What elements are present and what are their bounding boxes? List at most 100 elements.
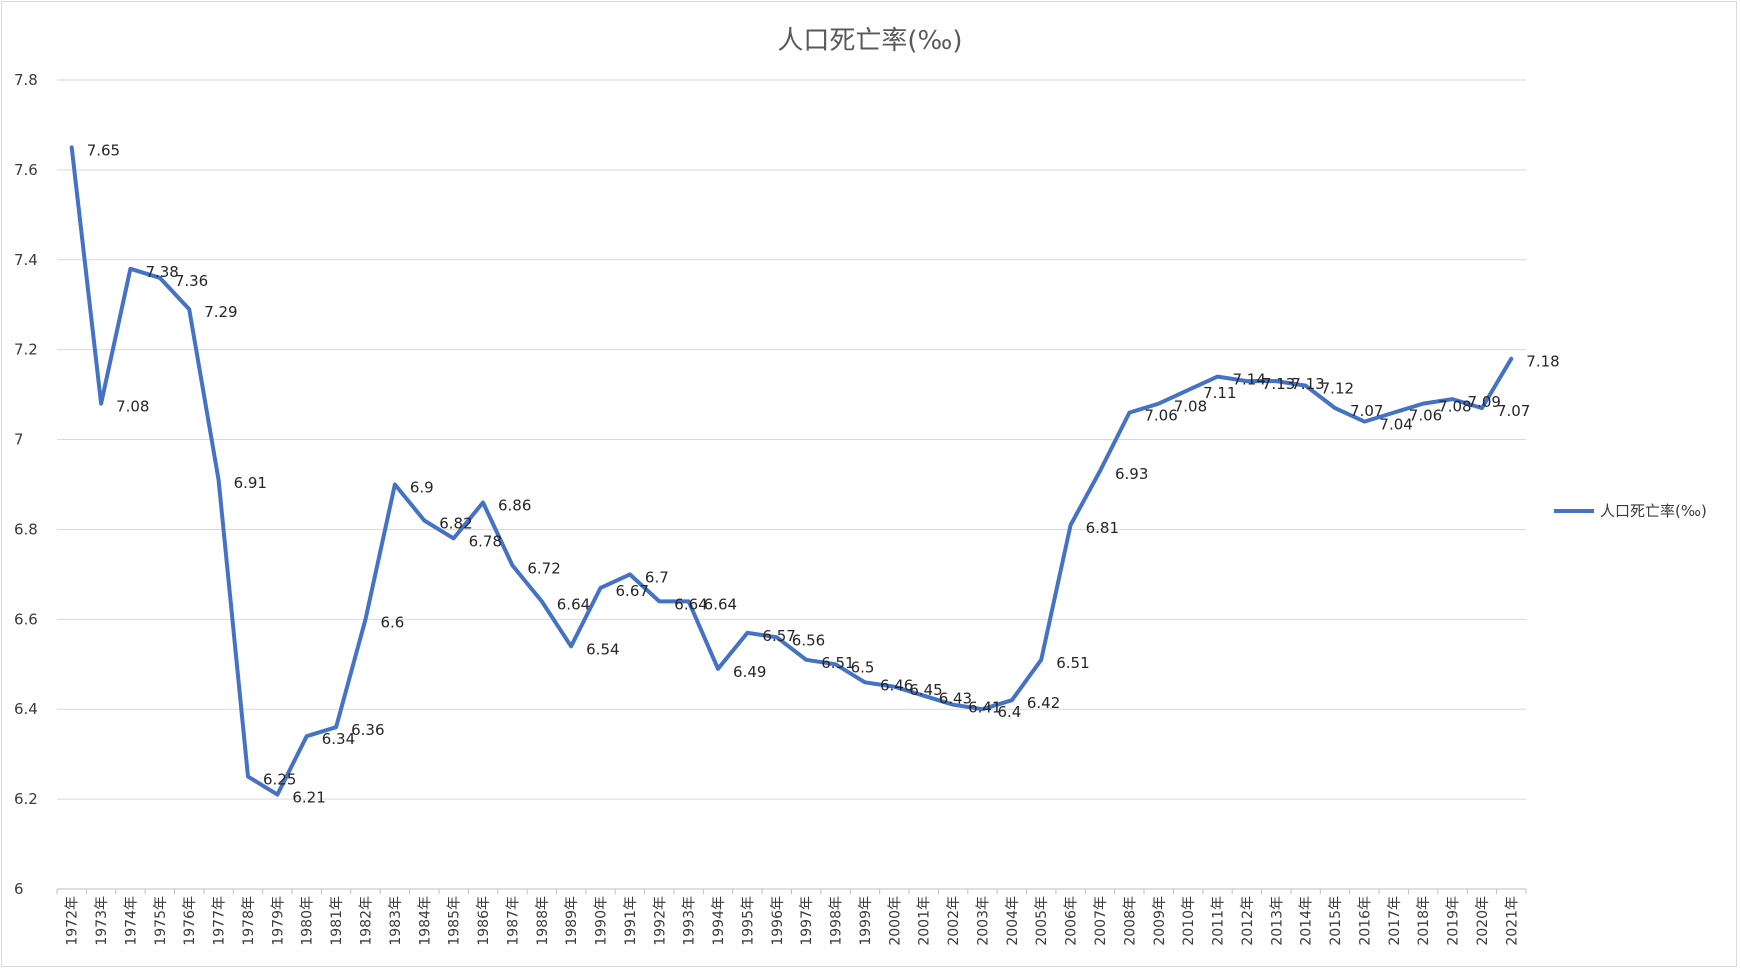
data-label: 7.08 [116,398,149,416]
x-tick-label: 1973年 [94,896,110,946]
data-label: 6.72 [527,559,560,577]
data-label: 6.45 [909,681,942,699]
legend-swatch [1554,508,1594,513]
x-tick-label: 2016年 [1357,896,1373,946]
x-tick-label: 2009年 [1152,896,1168,946]
data-label: 6.91 [234,474,267,492]
chart-legend: 人口死亡率(‰) [1554,500,1707,521]
data-label: 7.06 [1144,407,1177,425]
x-tick-label: 2001年 [917,896,933,946]
data-label: 6.51 [821,654,854,672]
data-label: 7.06 [1409,407,1442,425]
x-tick-label: 1993年 [682,896,698,946]
data-label: 7.08 [1174,398,1207,416]
chart-title: 人口死亡率(‰) [777,26,963,56]
data-label: 6.51 [1056,654,1089,672]
data-label: 6.86 [498,496,531,514]
data-label: 7.12 [1321,380,1354,398]
x-tick-label: 1986年 [476,896,492,946]
data-label: 7.14 [1233,371,1266,389]
x-tick-label: 2006年 [1064,896,1080,946]
x-tick-label: 1975年 [153,896,169,946]
series-line [69,145,1514,797]
data-label: 7.36 [175,272,208,290]
data-label: 6.9 [410,479,434,497]
x-tick-label: 2019年 [1446,896,1462,946]
data-label: 6.6 [380,613,404,631]
x-tick-label: 1992年 [652,896,668,946]
x-tick-label: 1974年 [123,896,139,946]
data-label: 7.04 [1379,416,1412,434]
data-label: 6.64 [704,595,737,613]
data-label: 6.41 [968,699,1001,717]
data-label: 7.13 [1262,375,1295,393]
data-label: 6.5 [851,658,875,676]
x-tick-label: 1999年 [858,896,874,946]
x-tick-label: 2013年 [1269,896,1285,946]
data-label: 7.13 [1291,375,1324,393]
x-tick-label: 1995年 [740,896,756,946]
data-label: 6.57 [762,627,795,645]
data-label: 6.34 [322,730,355,748]
data-label: 7.07 [1497,402,1530,420]
x-tick-label: 1982年 [358,896,374,946]
x-tick-label: 1996年 [770,896,786,946]
y-tick-label: 7.4 [14,251,38,269]
data-label: 7.29 [204,303,237,321]
x-tick-label: 1987年 [505,896,521,946]
data-label: 7.65 [87,141,120,159]
x-tick-label: 2007年 [1093,896,1109,946]
data-label: 6.43 [939,690,972,708]
x-tick-label: 1979年 [270,896,286,946]
data-label: 6.21 [292,789,325,807]
data-label: 6.54 [586,640,619,658]
x-tick-label: 2015年 [1328,896,1344,946]
x-tick-label: 2000年 [887,896,903,946]
x-tick-label: 1977年 [212,896,228,946]
data-label: 6.4 [997,703,1021,721]
x-tick-label: 1997年 [799,896,815,946]
y-tick-label: 7.8 [14,71,38,89]
x-tick-label: 1976年 [182,896,198,946]
x-tick-label: 1983年 [388,896,404,946]
y-tick-label: 7 [14,431,24,449]
x-tick-label: 2017年 [1387,896,1403,946]
data-label: 6.25 [263,771,296,789]
data-label: 6.56 [792,631,825,649]
data-label: 6.42 [1027,694,1060,712]
x-tick-label: 2014年 [1299,896,1315,946]
y-tick-label: 6.4 [14,700,38,718]
data-label: 7.38 [145,263,178,281]
x-tick-label: 1988年 [535,896,551,946]
data-label: 6.46 [880,676,913,694]
y-tick-label: 7.2 [14,341,38,359]
x-tick-label: 1985年 [447,896,463,946]
data-label: 6.82 [439,514,472,532]
data-label: 7.09 [1468,393,1501,411]
x-tick-label: 1989年 [564,896,580,946]
data-label: 6.64 [674,595,707,613]
data-label: 6.81 [1086,519,1119,537]
data-label: 7.07 [1350,402,1383,420]
x-tick-label: 2018年 [1416,896,1432,946]
x-tick-label: 1981年 [329,896,345,946]
x-tick-label: 1978年 [241,896,257,946]
data-label: 6.7 [645,568,669,586]
x-tick-label: 1980年 [300,896,316,946]
x-tick-label: 2012年 [1240,896,1256,946]
data-label: 6.78 [469,532,502,550]
x-tick-label: 1984年 [417,896,433,946]
data-label: 6.36 [351,721,384,739]
data-label: 7.18 [1526,353,1559,371]
x-tick-label: 2010年 [1181,896,1197,946]
data-label: 6.67 [616,582,649,600]
x-tick-label: 2020年 [1475,896,1491,946]
x-tick-label: 1991年 [623,896,639,946]
data-label: 7.11 [1203,384,1236,402]
x-tick-label: 2003年 [975,896,991,946]
y-tick-label: 6 [14,880,24,898]
data-label: 7.08 [1438,398,1471,416]
x-tick-label: 2021年 [1504,896,1520,946]
